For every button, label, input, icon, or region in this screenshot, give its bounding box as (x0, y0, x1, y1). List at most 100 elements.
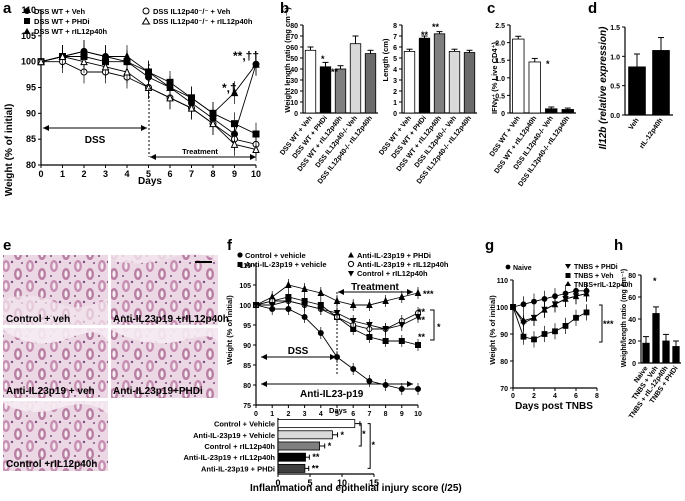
panel-a-sig-day10: **,†† (233, 49, 259, 63)
f-point-0-4 (317, 330, 324, 336)
f-point-0-8 (382, 382, 389, 388)
b-right-bar-2 (433, 33, 446, 114)
f-score-xtick-label-3: 15 (369, 478, 379, 488)
g-point-0-2 (531, 298, 537, 305)
a-point-2-4 (123, 51, 131, 60)
panel-c-letter: c (487, 0, 495, 17)
panel-a-sig-day9: *,† (222, 81, 237, 95)
f-score-category-4: Anti-IL-23p19 + PHDi (201, 464, 275, 473)
caption-e-3: Anti-IL23p19+PHDi (113, 386, 203, 397)
a-ytick-label-2: 90 (26, 108, 36, 118)
h-bar-0 (642, 342, 650, 364)
g-point-3-1 (520, 316, 527, 324)
panel-c: IFNγ⁺ (% Live CD4⁺) 00.51.01.52.02.5DSS … (489, 23, 576, 188)
a-point-2-10 (252, 59, 260, 68)
panel-b-left-sig-ril: ** (331, 67, 339, 77)
b-left-ytick-label-7: 70 (290, 34, 298, 41)
f-point-1-7 (366, 334, 373, 340)
f-xtick-label-2: 2 (286, 411, 290, 418)
a-ytick-label-4: 100 (21, 57, 36, 67)
a-xtick-label-6: 6 (167, 169, 172, 179)
g-point-2-3 (541, 331, 548, 337)
f-point-2-2 (285, 280, 292, 288)
f-point-0-7 (366, 378, 373, 384)
f-point-1-9 (398, 338, 405, 344)
b-right-ytick-label-6: 6 (393, 45, 397, 52)
f-point-0-9 (398, 386, 405, 392)
b-left-bar-0 (304, 49, 317, 114)
h-ytick-label-3: 60 (628, 295, 636, 302)
legend-g-0: Naive (513, 265, 532, 272)
f-xtick-label-5: 5 (335, 411, 339, 418)
g-sig-bracket (599, 304, 603, 343)
treatment-arrow-right-head (250, 154, 256, 160)
f-treatment-label: Treatment (351, 282, 399, 293)
legend-f-1: Anti-IL-23p19 + vehicle (245, 260, 327, 269)
a-xtick-label-2: 2 (81, 169, 86, 179)
g-ytick-label-4: 110 (497, 278, 508, 285)
g-xtick-label-0: 0 (511, 393, 515, 400)
panel-f-score-title: Inflammation and epithelial injury score… (250, 483, 462, 494)
f-dss-label: DSS (288, 346, 309, 357)
g-point-2-6 (573, 314, 579, 321)
d-category-1: rIL-12p40h (639, 117, 665, 150)
f-score-category-3: Anti-IL-23p19 + rIL12p40h (184, 453, 276, 462)
histology-anti-phdi: Anti-IL23p19+PHDi (111, 328, 219, 398)
f-score-sig-3: ** (312, 463, 320, 473)
g-point-3-2 (530, 313, 538, 321)
h-bar-3 (672, 346, 680, 364)
panel-g-xlabel: Days post TNBS (515, 401, 593, 412)
panel-a-xlabel: Days (138, 176, 162, 187)
f-point-2-7 (366, 300, 373, 308)
legend-marker-wt-veh (24, 8, 30, 14)
f-score-category-2: Control + rIL12p40h (204, 442, 275, 451)
panel-c-ylabel: IFNγ⁺ (% Live CD4⁺) (490, 41, 499, 114)
d-category-0: Veh (628, 117, 641, 131)
f-point-2-10 (414, 288, 422, 296)
a-ytick-label-1: 85 (26, 134, 36, 144)
f-score-bar-2 (277, 441, 320, 451)
g-xtick-label-3: 6 (574, 393, 578, 400)
f-anti-label: Anti-IL23-p19 (300, 389, 364, 400)
f-score-category-0: Control + Vehicle (214, 420, 275, 429)
histology-anti-veh: Anti-IL23p19 + veh (3, 328, 108, 398)
d-bar-0 (628, 66, 646, 116)
b-left-bar-4 (364, 53, 377, 114)
d-ytick-label-3: 1.5 (610, 25, 620, 32)
legend-a-3: DSS IL12p40⁻/⁻ + Veh (153, 7, 231, 16)
a-ytick-label-3: 95 (26, 83, 36, 93)
g-point-2-2 (531, 336, 537, 343)
panel-a-legend: DSS WT + Veh DSS WT + PHDi DSS WT + rIL1… (23, 7, 253, 36)
h-ytick-label-0: 0 (632, 361, 636, 368)
b-right-ytick-label-4: 4 (393, 67, 397, 74)
c-bar-3 (561, 109, 574, 114)
legend-f-2: Anti-IL-23p19 + PHDi (357, 251, 431, 260)
panel-b-ylabel-right: Length (cm) (381, 38, 390, 81)
f-point-4-4 (317, 306, 325, 313)
b-right-ytick-label-1: 1 (393, 100, 397, 107)
panel-g-chart: 70 80 90 100 110 0 2 4 6 8 (496, 278, 599, 400)
b-left-ytick-label-3: 30 (290, 78, 298, 85)
panel-h-sig: * (653, 276, 657, 286)
g-point-3-5 (562, 294, 569, 302)
f-xtick-label-4: 4 (319, 411, 323, 418)
f-ytick-label-3: 90 (243, 343, 251, 350)
f-score-sig-1: * (328, 441, 332, 451)
panel-d-letter: d (588, 0, 597, 17)
f-xtick-label-0: 0 (254, 411, 258, 418)
a-xtick-label-1: 1 (60, 169, 65, 179)
d-ytick-label-0: 0.0 (610, 113, 620, 120)
g-point-0-3 (541, 296, 548, 302)
a-point-2-9 (230, 87, 239, 97)
caption-e-2: Anti-IL23p19 + veh (6, 386, 95, 397)
legend-marker-ko-veh (142, 7, 150, 15)
panel-a: DSS WT + Veh DSS WT + PHDi DSS WT + rIL1… (4, 5, 261, 196)
g-ytick-label-0: 70 (500, 386, 508, 393)
f-sig-4: * (437, 322, 441, 332)
g-point-2-4 (552, 328, 558, 335)
h-bar-1 (652, 313, 660, 364)
a-point-4-3 (101, 62, 110, 71)
